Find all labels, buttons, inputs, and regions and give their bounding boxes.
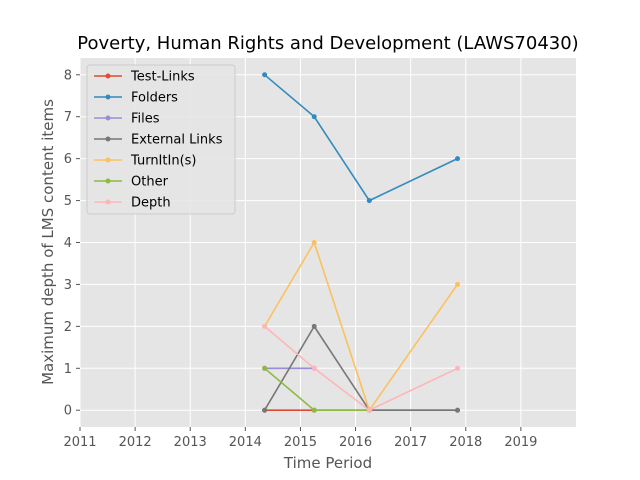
data-point bbox=[311, 240, 317, 245]
data-point bbox=[455, 156, 461, 162]
data-point bbox=[262, 407, 268, 413]
x-tick-label: 2011 bbox=[63, 435, 96, 450]
legend-item: Test-Links bbox=[94, 70, 195, 85]
series-line bbox=[264, 325, 458, 412]
x-tick-label: 2014 bbox=[229, 435, 262, 450]
data-point bbox=[311, 365, 317, 371]
data-point bbox=[366, 407, 372, 413]
data-point bbox=[455, 407, 461, 413]
legend-marker bbox=[105, 157, 111, 163]
legend-marker bbox=[105, 115, 111, 121]
data-point bbox=[311, 114, 317, 120]
x-tick-label: 2013 bbox=[174, 435, 207, 450]
data-point bbox=[455, 281, 461, 287]
data-point bbox=[262, 323, 268, 329]
y-tick-label: 5 bbox=[64, 194, 72, 209]
legend-label: Folders bbox=[131, 91, 178, 106]
data-point bbox=[311, 323, 317, 329]
x-tick-label: 2019 bbox=[504, 435, 537, 450]
y-tick-label: 7 bbox=[64, 110, 72, 125]
y-tick-label: 3 bbox=[64, 278, 72, 293]
legend-item: Depth bbox=[94, 196, 171, 211]
y-tick-label: 0 bbox=[64, 404, 72, 419]
chart-title: Poverty, Human Rights and Development (L… bbox=[77, 33, 578, 54]
x-axis-title: Time Period bbox=[283, 454, 372, 472]
legend-marker bbox=[105, 94, 111, 100]
y-tick-label: 8 bbox=[64, 68, 72, 83]
x-tick-label: 2017 bbox=[394, 435, 427, 450]
legend-marker bbox=[105, 178, 111, 184]
legend-frame bbox=[86, 64, 236, 215]
legend-label: Depth bbox=[131, 196, 171, 211]
series-layer bbox=[262, 72, 461, 413]
legend: Test-Links Folders Files External Links Turn… bbox=[86, 64, 236, 215]
legend-label: Other bbox=[131, 175, 169, 190]
series-line bbox=[264, 74, 458, 202]
data-point bbox=[455, 365, 461, 371]
legend-marker bbox=[105, 73, 111, 79]
legend-item: Folders bbox=[94, 91, 178, 106]
legend-marker bbox=[105, 136, 111, 142]
y-tick-label: 2 bbox=[64, 320, 72, 335]
legend-item: Files bbox=[94, 112, 160, 127]
x-tick-label: 2012 bbox=[119, 435, 152, 450]
y-tick-label: 6 bbox=[64, 152, 72, 167]
series-line bbox=[263, 240, 459, 412]
data-point bbox=[262, 365, 268, 371]
legend-label: TurnItIn(s) bbox=[130, 154, 196, 169]
legend-label: Files bbox=[131, 112, 160, 127]
y-tick-label: 4 bbox=[64, 236, 72, 251]
legend-item: Other bbox=[94, 175, 169, 190]
data-point bbox=[311, 407, 317, 413]
data-point bbox=[262, 72, 268, 78]
y-tick-label: 1 bbox=[64, 362, 72, 377]
legend-item: External Links bbox=[94, 133, 223, 148]
grid-lines bbox=[79, 58, 576, 427]
series-line bbox=[263, 324, 458, 412]
legend-label: External Links bbox=[131, 133, 223, 148]
x-tick-label: 2015 bbox=[284, 435, 317, 450]
data-point bbox=[366, 198, 372, 204]
y-axis-title: Maximum depth of LMS content items bbox=[39, 99, 57, 385]
x-tick-label: 2016 bbox=[339, 435, 372, 450]
legend-item: TurnItIn(s) bbox=[94, 154, 196, 169]
series-folders bbox=[262, 72, 461, 204]
legend-label: Test-Links bbox=[130, 70, 195, 85]
x-tick-label: 2018 bbox=[449, 435, 482, 450]
tick-labels: 2011 2012 2013 2014 2015 2016 2017 2018 2019 0 1 2 3… bbox=[63, 68, 537, 450]
legend-marker bbox=[105, 199, 111, 205]
series-depth bbox=[262, 323, 461, 413]
